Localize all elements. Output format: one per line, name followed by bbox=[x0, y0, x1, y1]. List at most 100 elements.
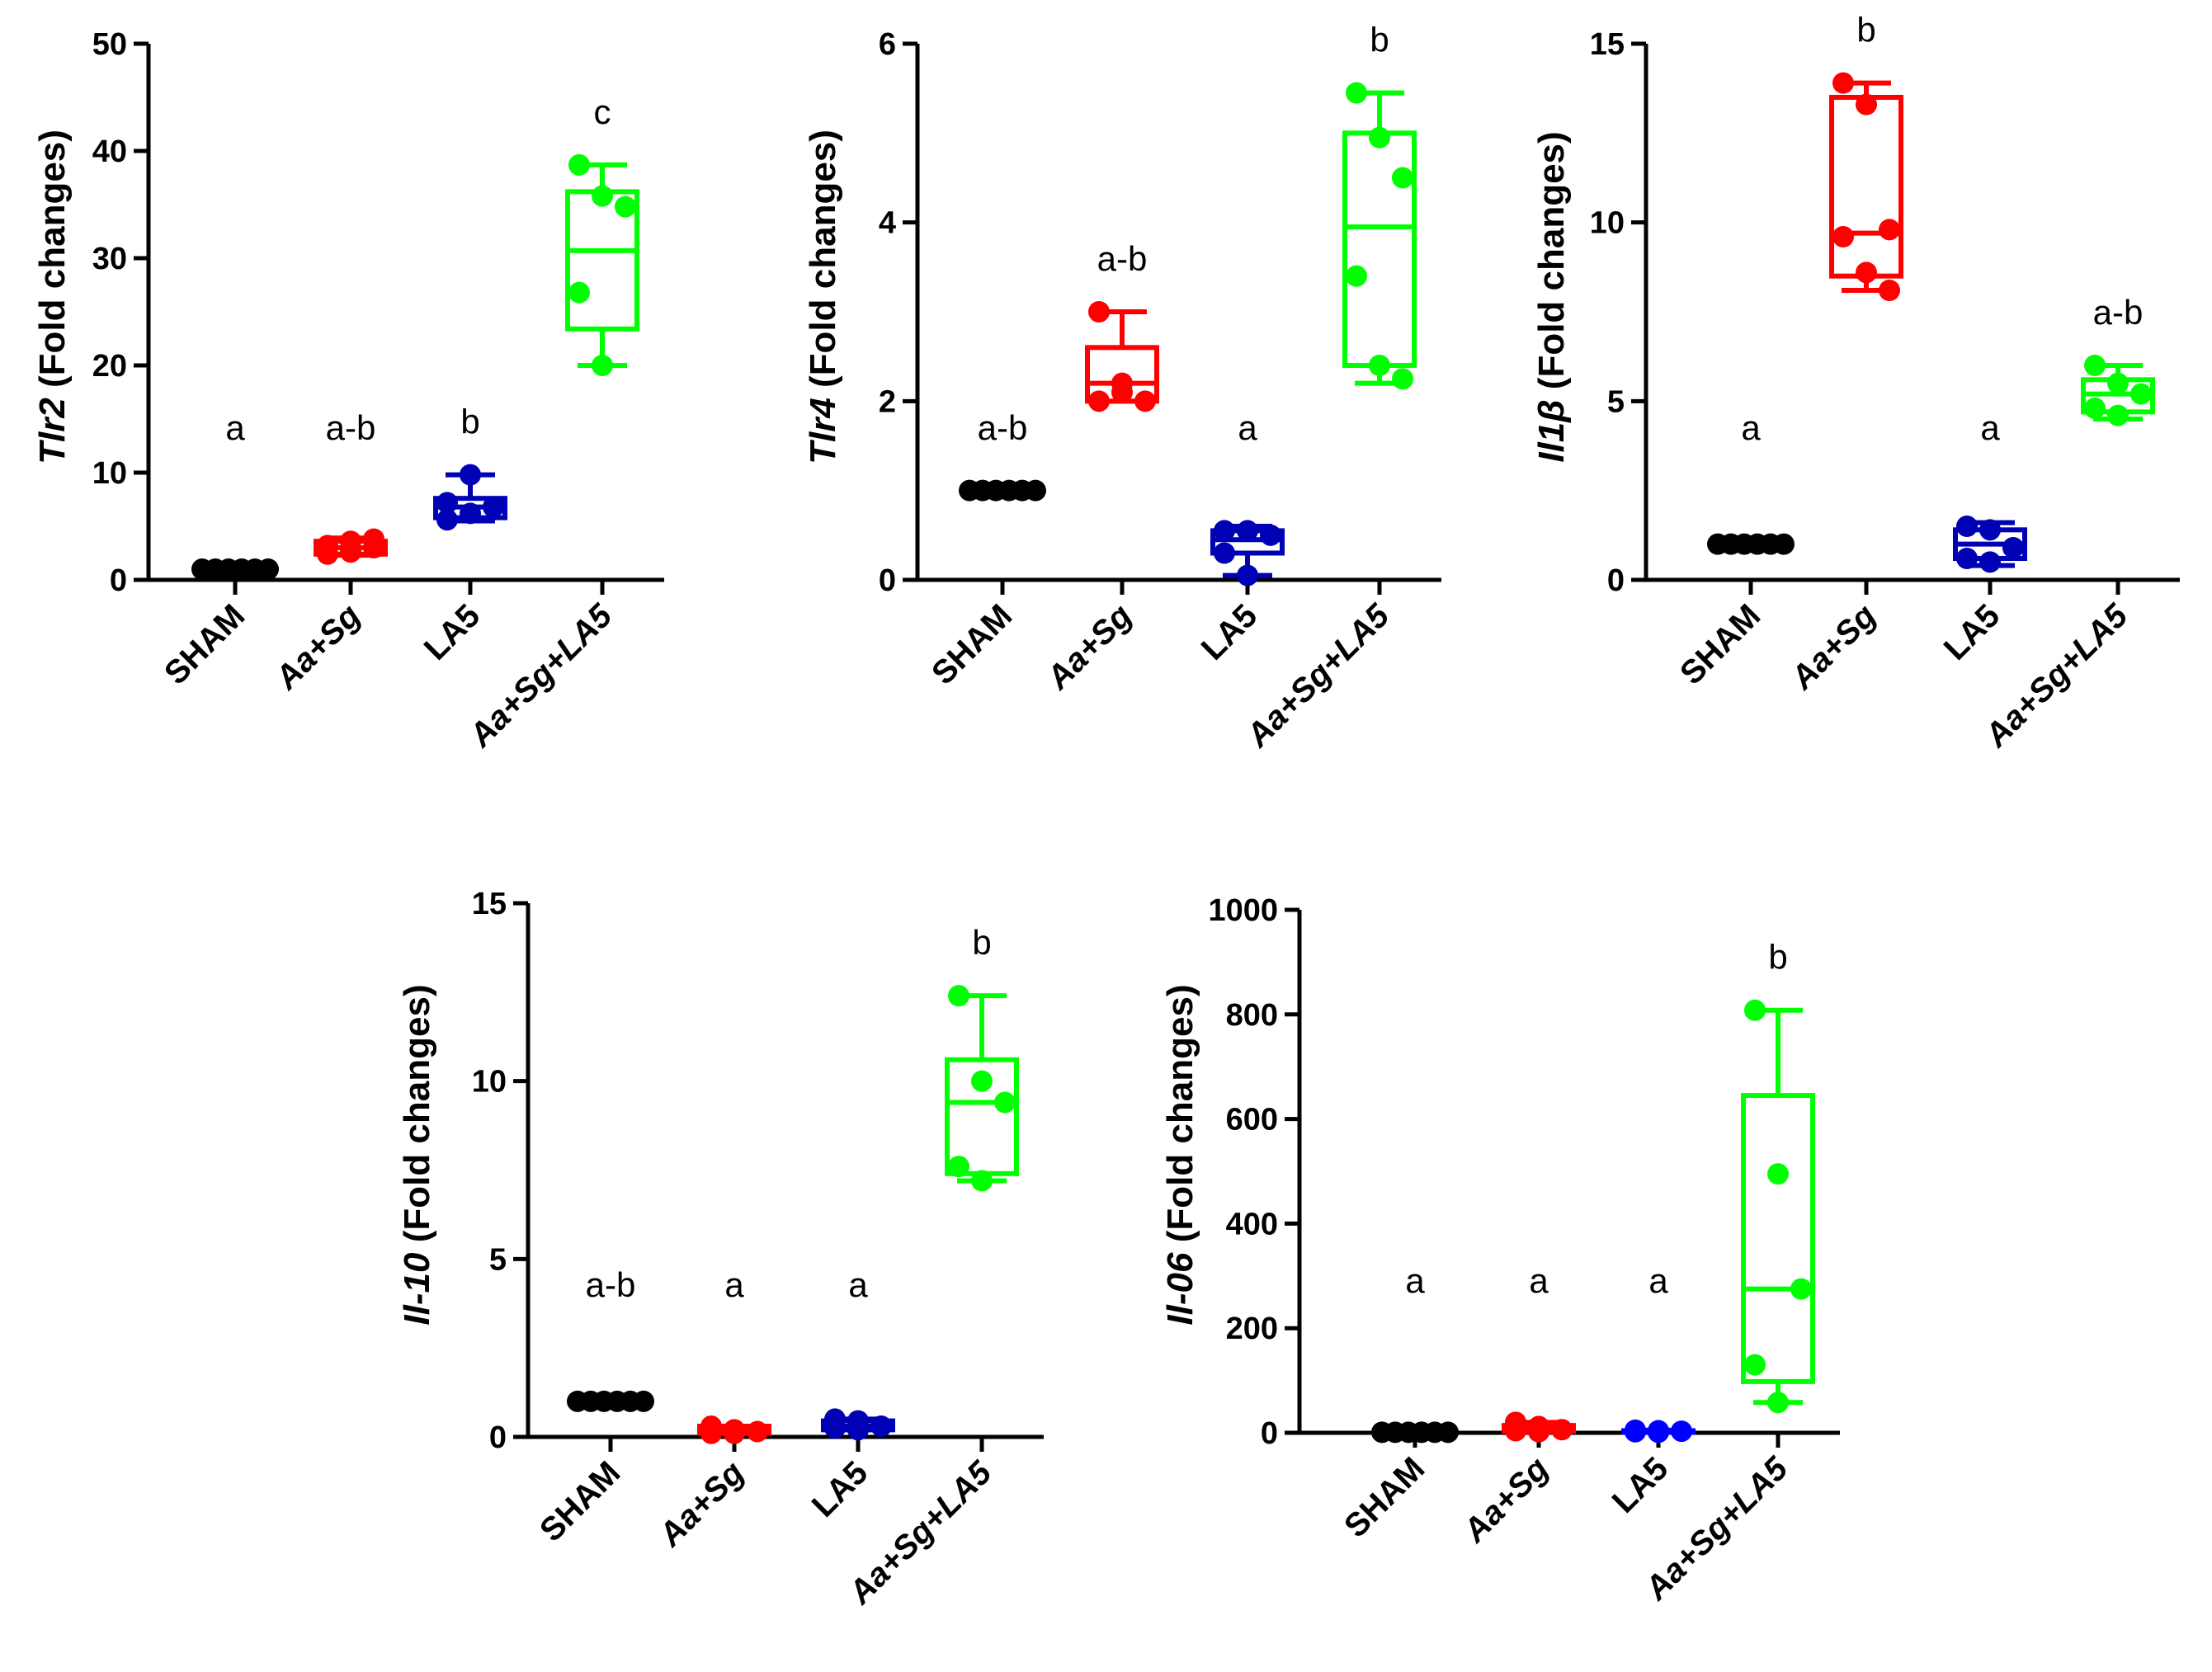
x-category-label: SHAM bbox=[1337, 1450, 1431, 1544]
y-tick-label: 20 bbox=[92, 349, 127, 384]
data-point bbox=[363, 528, 384, 550]
y-tick-label: 4 bbox=[879, 206, 896, 241]
data-point bbox=[1025, 479, 1046, 502]
y-tick-label: 5 bbox=[1607, 384, 1625, 419]
data-point bbox=[1625, 1420, 1646, 1443]
y-tick-label: 0 bbox=[110, 563, 127, 598]
x-category-label: Aa+Sg bbox=[268, 597, 368, 697]
y-axis-label: Il-10 (Fold changes) bbox=[397, 984, 437, 1325]
data-point bbox=[1214, 520, 1235, 542]
data-point bbox=[460, 464, 481, 486]
data-point bbox=[948, 1156, 969, 1178]
data-point bbox=[1979, 551, 2001, 573]
significance-letter: a bbox=[724, 1265, 744, 1304]
data-point bbox=[1832, 72, 1854, 94]
data-point bbox=[1773, 533, 1795, 555]
x-category-label: SHAM bbox=[1673, 597, 1767, 691]
y-tick-label: 6 bbox=[879, 27, 896, 62]
data-point bbox=[1214, 542, 1235, 564]
data-point bbox=[2130, 383, 2152, 405]
data-point bbox=[1369, 355, 1390, 376]
x-category-label: SHAM bbox=[158, 597, 252, 691]
data-point bbox=[1260, 524, 1281, 546]
y-tick-label: 50 bbox=[92, 27, 127, 62]
data-point bbox=[2084, 355, 2106, 376]
data-point bbox=[2002, 537, 2024, 558]
data-point bbox=[1648, 1421, 1669, 1444]
data-point bbox=[1832, 226, 1854, 247]
x-category-label: Aa+Sg bbox=[1040, 597, 1139, 697]
x-category-label: LA5 bbox=[805, 1454, 875, 1524]
x-category-label: Aa+Sg+LA5 bbox=[462, 597, 620, 755]
significance-letter: a bbox=[848, 1265, 868, 1304]
x-category-label: LA5 bbox=[1606, 1450, 1676, 1520]
y-tick-label: 5 bbox=[489, 1242, 507, 1277]
x-category-label: SHAM bbox=[533, 1454, 627, 1548]
significance-letter: a-b bbox=[978, 408, 1028, 447]
x-category-label: LA5 bbox=[417, 597, 488, 667]
data-point bbox=[568, 281, 590, 304]
data-point bbox=[847, 1419, 869, 1441]
box bbox=[1829, 95, 1903, 279]
data-point bbox=[340, 530, 361, 553]
data-point bbox=[1671, 1420, 1692, 1443]
data-point bbox=[948, 985, 969, 1007]
significance-letter: a bbox=[1980, 408, 2000, 447]
y-tick-label: 800 bbox=[1226, 998, 1278, 1033]
y-tick-label: 15 bbox=[472, 887, 507, 921]
data-point bbox=[1346, 82, 1367, 104]
y-axis-label: Tlr4 (Fold changes) bbox=[803, 130, 843, 464]
data-point bbox=[1790, 1278, 1812, 1300]
panel-tlr4: Tlr4 (Fold changes) 0 2 4 6 SHAM Aa+Sg LA5Aa+S… bbox=[803, 21, 1441, 755]
data-point bbox=[1111, 381, 1133, 403]
box bbox=[1741, 1093, 1815, 1384]
data-point bbox=[633, 1390, 654, 1412]
data-point bbox=[568, 153, 590, 176]
data-point bbox=[460, 502, 481, 525]
significance-letter: b bbox=[1856, 11, 1875, 49]
panel-il06: Il-06 (Fold changes) 0 200 400 600 800 1000 SH… bbox=[1160, 893, 1840, 1608]
data-point bbox=[317, 535, 338, 557]
significance-letter: b bbox=[1370, 21, 1389, 59]
data-point bbox=[1392, 167, 1413, 189]
data-point bbox=[1505, 1420, 1526, 1442]
y-tick-label: 10 bbox=[472, 1065, 507, 1100]
data-point bbox=[1767, 1163, 1789, 1185]
y-tick-label: 0 bbox=[1261, 1416, 1278, 1451]
y-axis-label: Tlr2 (Fold changes) bbox=[32, 130, 73, 464]
y-axis-label: Il-06 (Fold changes) bbox=[1160, 984, 1200, 1325]
data-point bbox=[1369, 126, 1390, 148]
data-point bbox=[1856, 261, 1877, 284]
y-tick-label: 10 bbox=[92, 456, 127, 491]
data-point bbox=[1392, 368, 1413, 390]
data-point bbox=[615, 195, 636, 218]
significance-letter: a-b bbox=[326, 408, 376, 447]
data-point bbox=[436, 492, 458, 514]
y-tick-label: 0 bbox=[489, 1420, 507, 1455]
significance-letter: a bbox=[1741, 408, 1761, 447]
data-point bbox=[1879, 280, 1900, 301]
significance-letter: a bbox=[1529, 1261, 1549, 1300]
data-point bbox=[994, 1091, 1016, 1114]
data-point bbox=[436, 509, 458, 531]
y-tick-label: 600 bbox=[1226, 1103, 1278, 1137]
data-point bbox=[1528, 1420, 1549, 1443]
data-point bbox=[1237, 564, 1258, 586]
data-point bbox=[1088, 390, 1110, 412]
significance-letter: b bbox=[1768, 938, 1787, 977]
data-point bbox=[1767, 1392, 1789, 1414]
data-point bbox=[1134, 390, 1156, 412]
data-point bbox=[1744, 999, 1766, 1021]
y-tick-label: 0 bbox=[879, 563, 896, 598]
x-category-label: Aa+Sg bbox=[1784, 597, 1884, 697]
x-category-label: SHAM bbox=[925, 597, 1019, 691]
data-point bbox=[2084, 398, 2106, 419]
x-category-label: Aa+Sg bbox=[652, 1454, 752, 1554]
significance-letter: a bbox=[225, 408, 245, 447]
data-point bbox=[971, 1170, 993, 1192]
data-point bbox=[2107, 372, 2129, 394]
